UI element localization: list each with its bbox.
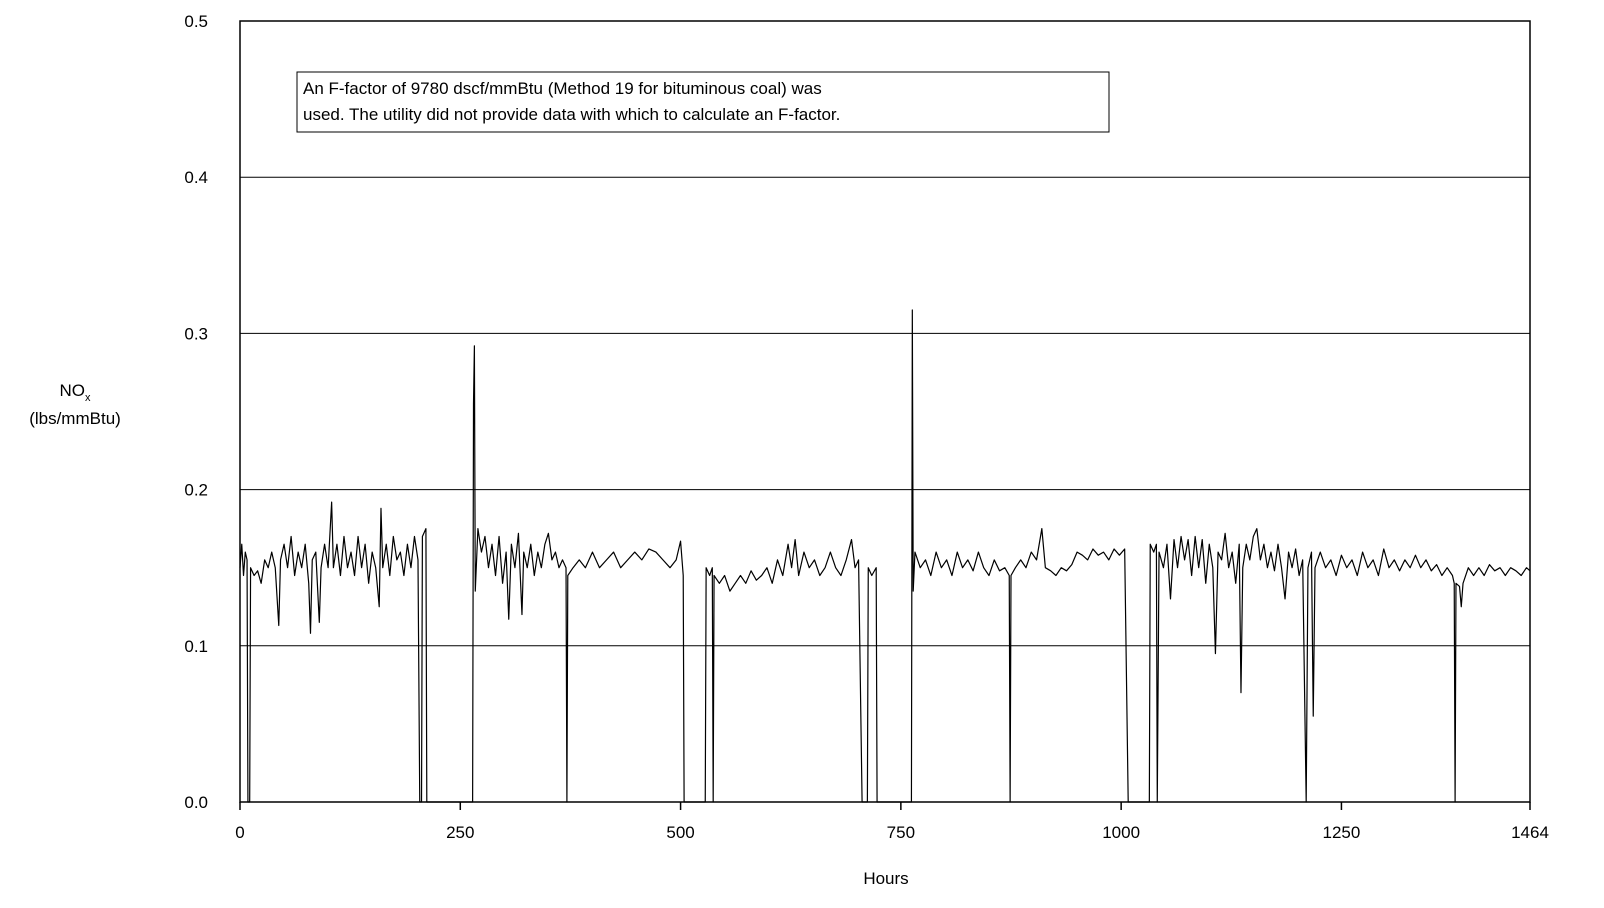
x-tick-label: 250 xyxy=(446,823,474,842)
y-tick-label: 0.1 xyxy=(184,637,208,656)
x-tick-label: 0 xyxy=(235,823,244,842)
y-tick-label: 0.3 xyxy=(184,324,208,343)
annotation-box xyxy=(296,71,1110,133)
y-axis-title-sub: x xyxy=(85,392,91,404)
x-tick-label: 500 xyxy=(666,823,694,842)
x-tick-label: 750 xyxy=(887,823,915,842)
x-axis-title: Hours xyxy=(863,869,908,888)
y-tick-label: 0.4 xyxy=(184,168,208,187)
annotation-text: used. The utility did not provide data w… xyxy=(303,105,840,124)
y-axis-title-main: NO xyxy=(60,381,86,400)
y-tick-label: 0.5 xyxy=(184,12,208,31)
x-tick-label: 1000 xyxy=(1102,823,1140,842)
plot-frame xyxy=(239,20,1531,803)
annotation-text: An F-factor of 9780 dscf/mmBtu (Method 1… xyxy=(303,79,822,98)
x-tick-label: 1250 xyxy=(1323,823,1361,842)
y-tick-label: 0.0 xyxy=(184,793,208,812)
x-tick-label: 1464 xyxy=(1511,823,1549,842)
y-axis-unit: (lbs/mmBtu) xyxy=(29,409,121,428)
y-axis-title: NOx xyxy=(60,381,92,404)
y-tick-label: 0.2 xyxy=(184,481,208,500)
data-line xyxy=(239,309,1531,803)
